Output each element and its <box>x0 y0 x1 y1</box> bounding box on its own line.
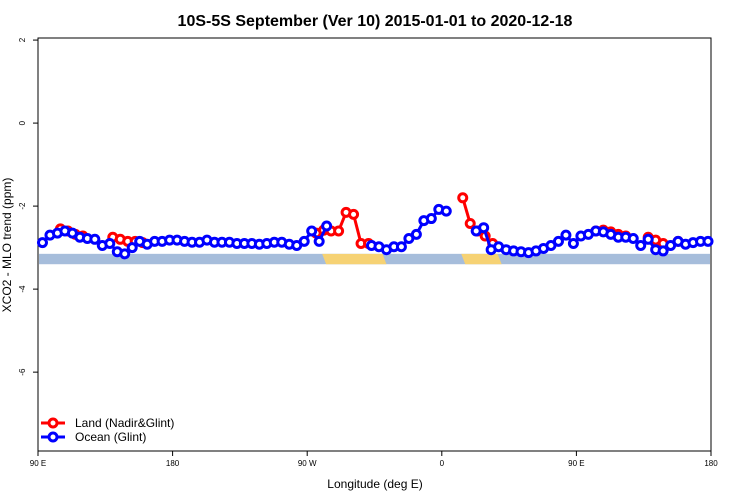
ocean-point-69 <box>552 235 564 247</box>
y-tick-label-1: 0 <box>18 120 27 125</box>
x-axis-label: Longitude (deg E) <box>327 477 422 491</box>
ocean-point-83 <box>657 245 669 257</box>
y-tick-label-3: -4 <box>18 285 27 293</box>
ocean-point-79 <box>627 232 639 244</box>
land-seg4-point-1 <box>464 218 476 230</box>
ocean-point-81 <box>642 233 654 245</box>
legend-land-label: Land (Nadir&Glint) <box>75 416 174 430</box>
x-tick-label-0: 90 E <box>30 459 46 468</box>
x-tick-label-1: 180 <box>166 459 180 468</box>
x-tick-label-5: 180 <box>704 459 718 468</box>
ocean-point-70 <box>560 229 572 241</box>
ocean-point-12 <box>126 242 138 254</box>
y-tick-label-4: -6 <box>18 368 27 376</box>
chart-title: 10S-5S September (Ver 10) 2015-01-01 to … <box>178 13 573 30</box>
land-seg3-point-3 <box>333 225 345 237</box>
y-axis-label: XCO2 - MLO trend (ppm) <box>0 178 14 313</box>
x-tick-label-2: 90 W <box>298 459 317 468</box>
ocean-point-89 <box>702 235 714 247</box>
legend-ocean-label: Ocean (Glint) <box>75 430 146 444</box>
legend-land-marker <box>47 417 59 429</box>
land-seg4-point-0 <box>457 192 469 204</box>
ocean-point-50 <box>410 228 422 240</box>
ocean-point-9 <box>104 237 116 249</box>
x-tick-label-3: 0 <box>440 459 445 468</box>
land-segment-0 <box>322 253 387 265</box>
y-tick-label-0: 2 <box>18 37 27 42</box>
legend-ocean-marker <box>47 431 59 443</box>
ocean-point-54 <box>440 205 452 217</box>
ocean-point-59 <box>478 222 490 234</box>
ocean-point-7 <box>89 233 101 245</box>
ocean-point-52 <box>425 213 437 225</box>
ocean-point-0 <box>36 237 48 249</box>
ocean-point-48 <box>395 241 407 253</box>
plot-area: 90 E 180 90 W 0 90 E 180 2 0 -2 -4 -6 <box>18 37 718 468</box>
ocean-point-71 <box>567 237 579 249</box>
ocean-point-36 <box>306 225 318 237</box>
ocean-point-38 <box>321 220 333 232</box>
ocean-point-35 <box>298 235 310 247</box>
ocean-point-80 <box>635 240 647 252</box>
land-seg3-point-5 <box>348 208 360 220</box>
x-tick-label-4: 90 E <box>568 459 584 468</box>
legend: Land (Nadir&Glint) Ocean (Glint) <box>41 416 174 444</box>
y-tick-label-2: -2 <box>18 202 27 210</box>
land-segment-1 <box>461 253 502 265</box>
ocean-point-11 <box>119 248 131 260</box>
ocean-point-37 <box>313 235 325 247</box>
